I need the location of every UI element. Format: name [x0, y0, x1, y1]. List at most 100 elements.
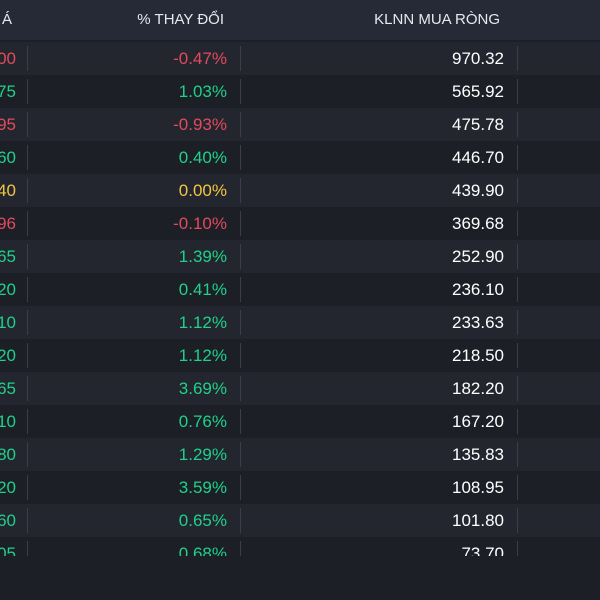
column-divider — [240, 145, 241, 170]
price-cell: 60 — [0, 511, 16, 530]
column-divider — [27, 79, 28, 104]
foreign-net-buy-cell: 970.32 — [452, 49, 504, 68]
percent-change-cell: 0.76% — [178, 412, 227, 431]
column-divider — [517, 46, 518, 71]
column-divider — [27, 541, 28, 556]
column-divider — [240, 310, 241, 335]
column-divider — [27, 244, 28, 269]
table-row[interactable]: 40 0.00% 439.90 — [0, 174, 600, 207]
price-cell: 20 — [0, 478, 16, 497]
table-row[interactable]: 80 1.29% 135.83 — [0, 438, 600, 471]
price-cell: 75 — [0, 82, 16, 101]
column-header-percent-change[interactable]: % THAY ĐỔI — [137, 11, 224, 28]
column-divider — [240, 376, 241, 401]
column-divider — [240, 244, 241, 269]
column-divider — [517, 376, 518, 401]
table-row[interactable]: 96 -0.10% 369.68 — [0, 207, 600, 240]
table-body: 00 -0.47% 970.32 75 1.03% 565.92 95 -0.93% 475.7… — [0, 42, 600, 556]
column-divider — [240, 112, 241, 137]
table-row[interactable]: 20 3.59% 108.95 — [0, 471, 600, 504]
column-divider — [517, 244, 518, 269]
price-cell: 60 — [0, 148, 16, 167]
percent-change-cell: 1.39% — [178, 247, 227, 266]
column-divider — [240, 508, 241, 533]
percent-change-cell: 0.68% — [178, 544, 227, 556]
column-divider — [240, 46, 241, 71]
price-cell: 65 — [0, 247, 16, 266]
column-divider — [27, 475, 28, 500]
price-cell: 20 — [0, 346, 16, 365]
table-row[interactable]: 60 0.40% 446.70 — [0, 141, 600, 174]
foreign-net-buy-cell: 475.78 — [452, 115, 504, 134]
foreign-net-buy-cell: 236.10 — [452, 280, 504, 299]
percent-change-cell: -0.10% — [173, 214, 227, 233]
percent-change-cell: 3.69% — [178, 379, 227, 398]
price-cell: 96 — [0, 214, 16, 233]
column-divider — [240, 211, 241, 236]
table-row[interactable]: 20 0.41% 236.10 — [0, 273, 600, 306]
column-divider — [517, 112, 518, 137]
percent-change-cell: 0.41% — [178, 280, 227, 299]
foreign-net-buy-cell: 182.20 — [452, 379, 504, 398]
column-divider — [240, 541, 241, 556]
foreign-net-buy-cell: 108.95 — [452, 478, 504, 497]
column-divider — [27, 343, 28, 368]
table-row[interactable]: 20 1.12% 218.50 — [0, 339, 600, 372]
column-divider — [27, 310, 28, 335]
table-row[interactable]: 10 1.12% 233.63 — [0, 306, 600, 339]
table-row[interactable]: 05 0.68% 73.70 — [0, 537, 600, 556]
foreign-net-buy-cell: 101.80 — [452, 511, 504, 530]
column-divider — [517, 475, 518, 500]
foreign-net-buy-cell: 565.92 — [452, 82, 504, 101]
column-divider — [517, 145, 518, 170]
foreign-net-buy-cell: 369.68 — [452, 214, 504, 233]
column-divider — [27, 376, 28, 401]
table-row[interactable]: 10 0.76% 167.20 — [0, 405, 600, 438]
column-divider — [517, 178, 518, 203]
column-divider — [517, 79, 518, 104]
column-divider — [517, 343, 518, 368]
stock-table: Á % THAY ĐỔI KLNN MUA RÒNG 00 -0.47% 970.3… — [0, 0, 600, 556]
percent-change-cell: -0.47% — [173, 49, 227, 68]
price-cell: 10 — [0, 412, 16, 431]
table-row[interactable]: 95 -0.93% 475.78 — [0, 108, 600, 141]
table-row[interactable]: 00 -0.47% 970.32 — [0, 42, 600, 75]
column-divider — [27, 442, 28, 467]
column-divider — [517, 442, 518, 467]
table-row[interactable]: 65 3.69% 182.20 — [0, 372, 600, 405]
column-divider — [27, 277, 28, 302]
percent-change-cell: 1.03% — [178, 82, 227, 101]
column-divider — [240, 409, 241, 434]
column-divider — [240, 79, 241, 104]
table-header: Á % THAY ĐỔI KLNN MUA RÒNG — [0, 0, 600, 40]
price-cell: 80 — [0, 445, 16, 464]
column-divider — [27, 145, 28, 170]
price-cell: 40 — [0, 181, 16, 200]
table-row[interactable]: 65 1.39% 252.90 — [0, 240, 600, 273]
percent-change-cell: -0.93% — [173, 115, 227, 134]
foreign-net-buy-cell: 446.70 — [452, 148, 504, 167]
column-header-price[interactable]: Á — [1, 11, 12, 28]
price-cell: 95 — [0, 115, 16, 134]
price-cell: 05 — [0, 544, 16, 556]
foreign-net-buy-cell: 73.70 — [461, 544, 504, 556]
column-divider — [517, 508, 518, 533]
foreign-net-buy-cell: 252.90 — [452, 247, 504, 266]
column-divider — [27, 112, 28, 137]
column-header-foreign-net-buy[interactable]: KLNN MUA RÒNG — [374, 11, 500, 28]
price-cell: 20 — [0, 280, 16, 299]
table-row[interactable]: 60 0.65% 101.80 — [0, 504, 600, 537]
column-divider — [517, 541, 518, 556]
column-divider — [240, 475, 241, 500]
table-row[interactable]: 75 1.03% 565.92 — [0, 75, 600, 108]
column-divider — [27, 508, 28, 533]
column-divider — [27, 409, 28, 434]
foreign-net-buy-cell: 233.63 — [452, 313, 504, 332]
column-divider — [517, 310, 518, 335]
percent-change-cell: 3.59% — [178, 478, 227, 497]
percent-change-cell: 0.65% — [178, 511, 227, 530]
percent-change-cell: 1.29% — [178, 445, 227, 464]
foreign-net-buy-cell: 135.83 — [452, 445, 504, 464]
column-divider — [27, 211, 28, 236]
